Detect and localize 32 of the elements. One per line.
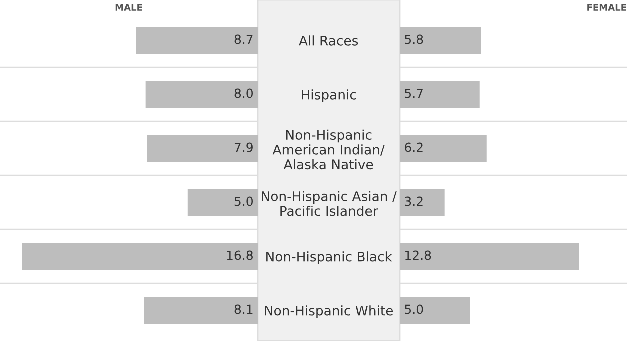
bar — [400, 297, 470, 324]
bar — [22, 243, 258, 270]
bar — [400, 243, 580, 270]
bar — [144, 297, 258, 324]
data-label: 5.8 — [405, 34, 424, 44]
data-label: 3.2 — [405, 196, 423, 206]
data-label: 7.9 — [234, 142, 253, 152]
bar — [400, 81, 480, 108]
data-label: 8.1 — [234, 304, 253, 314]
chart-title: FEMALE — [588, 4, 626, 11]
y-tick-label: Non-Hispanic American Indian/ Alaska Native — [272, 130, 385, 170]
data-label: 8.7 — [234, 34, 253, 44]
data-label: 5.0 — [405, 304, 424, 314]
data-label: 16.8 — [227, 250, 253, 260]
data-label: 6.2 — [405, 142, 423, 152]
chart-title: MALE — [116, 4, 142, 11]
y-tick-label: Non-Hispanic Asian / Pacific Islander — [262, 191, 397, 216]
data-label: 12.8 — [406, 250, 432, 260]
y-tick-label: Non-Hispanic Black — [266, 252, 392, 264]
bar — [147, 135, 258, 162]
y-tick-label: All Races — [299, 36, 358, 46]
bar — [400, 189, 445, 216]
data-label: 8.0 — [234, 88, 254, 98]
y-tick-label: Hispanic — [302, 90, 356, 102]
bar — [400, 135, 487, 162]
bar — [400, 27, 482, 54]
bar — [136, 27, 258, 54]
bar — [146, 81, 258, 108]
data-label: 5.7 — [405, 88, 423, 98]
bar — [188, 189, 258, 216]
data-label: 5.0 — [234, 196, 254, 206]
y-tick-label: Non-Hispanic White — [265, 306, 394, 318]
